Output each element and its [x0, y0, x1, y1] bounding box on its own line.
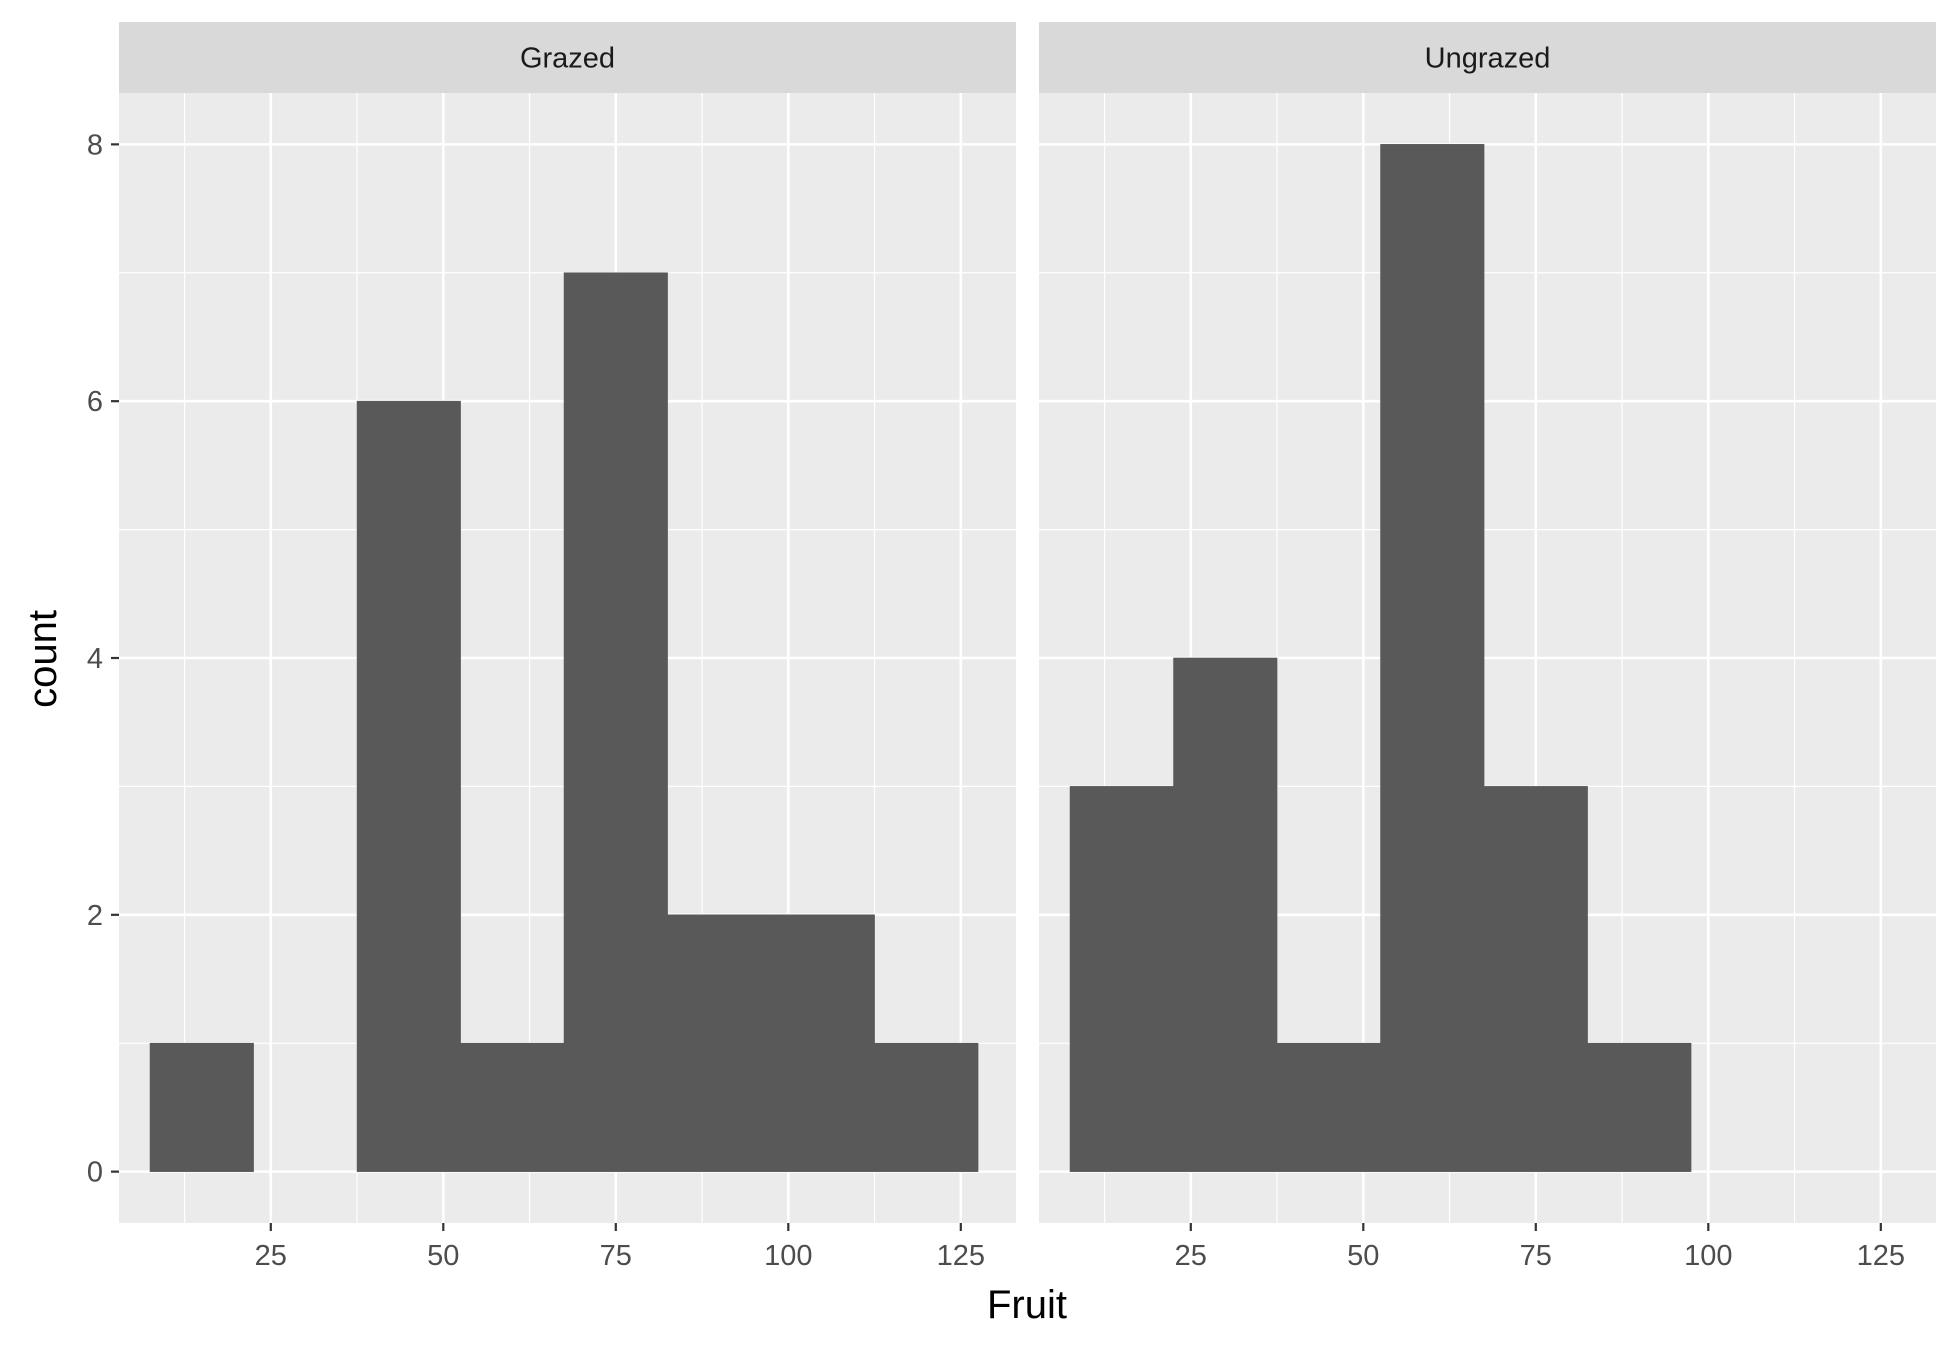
y-tick-label: 6 [87, 386, 103, 418]
x-axis: 25 50 75 100 125 25 50 75 100 125 [255, 1223, 1905, 1272]
histogram-bar [356, 400, 461, 1172]
x-axis-title: Fruit [987, 1283, 1067, 1327]
histogram-bar [563, 272, 668, 1172]
y-axis: 0 2 4 6 8 [87, 129, 119, 1189]
facet-strip-label: Grazed [520, 43, 615, 75]
histogram-bar [667, 914, 772, 1172]
facet-strip-background [1039, 22, 1936, 93]
facet-panel-ungrazed: Ungrazed [1039, 22, 1936, 1223]
y-tick-label: 0 [87, 1157, 103, 1189]
histogram-bar [1380, 144, 1485, 1172]
histogram-bar [1173, 657, 1278, 1172]
x-tick-label: 50 [1347, 1240, 1379, 1272]
facet-strip-background [119, 22, 1016, 93]
histogram-bar [1276, 1042, 1381, 1172]
x-tick-label: 100 [1684, 1240, 1732, 1272]
histogram-bar [770, 914, 875, 1172]
histogram-bar [1483, 786, 1588, 1172]
y-tick-label: 2 [87, 900, 103, 932]
x-tick-label: 25 [255, 1240, 287, 1272]
x-tick-label: 125 [937, 1240, 985, 1272]
x-tick-label: 25 [1175, 1240, 1207, 1272]
x-tick-label: 75 [600, 1240, 632, 1272]
x-tick-label: 75 [1520, 1240, 1552, 1272]
x-tick-label: 125 [1857, 1240, 1905, 1272]
facet-strip-label: Ungrazed [1425, 43, 1551, 75]
histogram-bar [460, 1042, 565, 1172]
histogram-bar [1069, 786, 1174, 1172]
y-axis-title: count [21, 610, 65, 708]
y-tick-label: 4 [87, 643, 103, 675]
y-tick-label: 8 [87, 129, 103, 161]
histogram-bar [1587, 1042, 1692, 1172]
x-tick-label: 100 [764, 1240, 812, 1272]
histogram-bar [874, 1042, 979, 1172]
facet-panel-grazed: Grazed [119, 22, 1016, 1223]
x-tick-label: 50 [427, 1240, 459, 1272]
facet-panels: Grazed Ungrazed [119, 22, 1936, 1223]
histogram-bar [149, 1042, 254, 1172]
